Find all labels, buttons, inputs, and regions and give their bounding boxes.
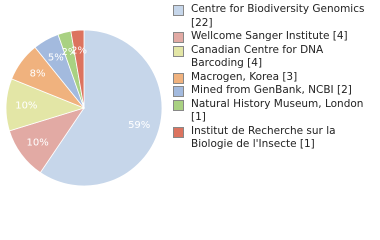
legend-label: Natural History Museum, London [1]: [191, 97, 364, 124]
slice-label: 5%: [48, 53, 64, 64]
legend-swatch: [173, 72, 184, 84]
legend-swatch: [173, 86, 184, 97]
pie-chart: 59%10%10%8%5%2%2%: [5, 29, 163, 187]
legend-item: Mined from GenBank, NCBI [2]: [173, 84, 378, 98]
slice-label: 2%: [71, 45, 87, 56]
legend-swatch: [173, 45, 184, 57]
pie-slice: [39, 29, 163, 187]
legend-item: Macrogen, Korea [3]: [173, 71, 378, 85]
legend-item: Natural History Museum, London [1]: [173, 98, 378, 125]
slice-label: 59%: [128, 120, 150, 131]
legend-item: Wellcome Sanger Institute [4]: [173, 30, 378, 44]
legend-swatch: [173, 126, 184, 138]
slice-label: 10%: [26, 137, 48, 148]
legend: Centre for Biodiversity Genomics [22] Wel…: [173, 3, 378, 152]
slice-label: 10%: [15, 101, 37, 112]
legend-swatch: [173, 5, 184, 16]
legend-label: Institut de Recherche sur la Biologie de…: [191, 124, 336, 151]
legend-swatch: [173, 99, 184, 111]
legend-label: Wellcome Sanger Institute [4]: [191, 30, 348, 42]
legend-label: Canadian Centre for DNA Barcoding [4]: [191, 43, 324, 70]
slice-label: 8%: [30, 69, 46, 80]
legend-label: Mined from GenBank, NCBI [2]: [191, 84, 352, 96]
legend-item: Institut de Recherche sur la Biologie de…: [173, 125, 378, 152]
pie-slice: [70, 29, 85, 109]
legend-label: Centre for Biodiversity Genomics [22]: [191, 3, 365, 29]
legend-label: Macrogen, Korea [3]: [191, 70, 298, 83]
legend-item: Canadian Centre for DNA Barcoding [4]: [173, 44, 378, 71]
legend-swatch: [173, 32, 184, 43]
slice-label: 2%: [62, 47, 78, 58]
legend-item: Centre for Biodiversity Genomics [22]: [173, 3, 378, 30]
